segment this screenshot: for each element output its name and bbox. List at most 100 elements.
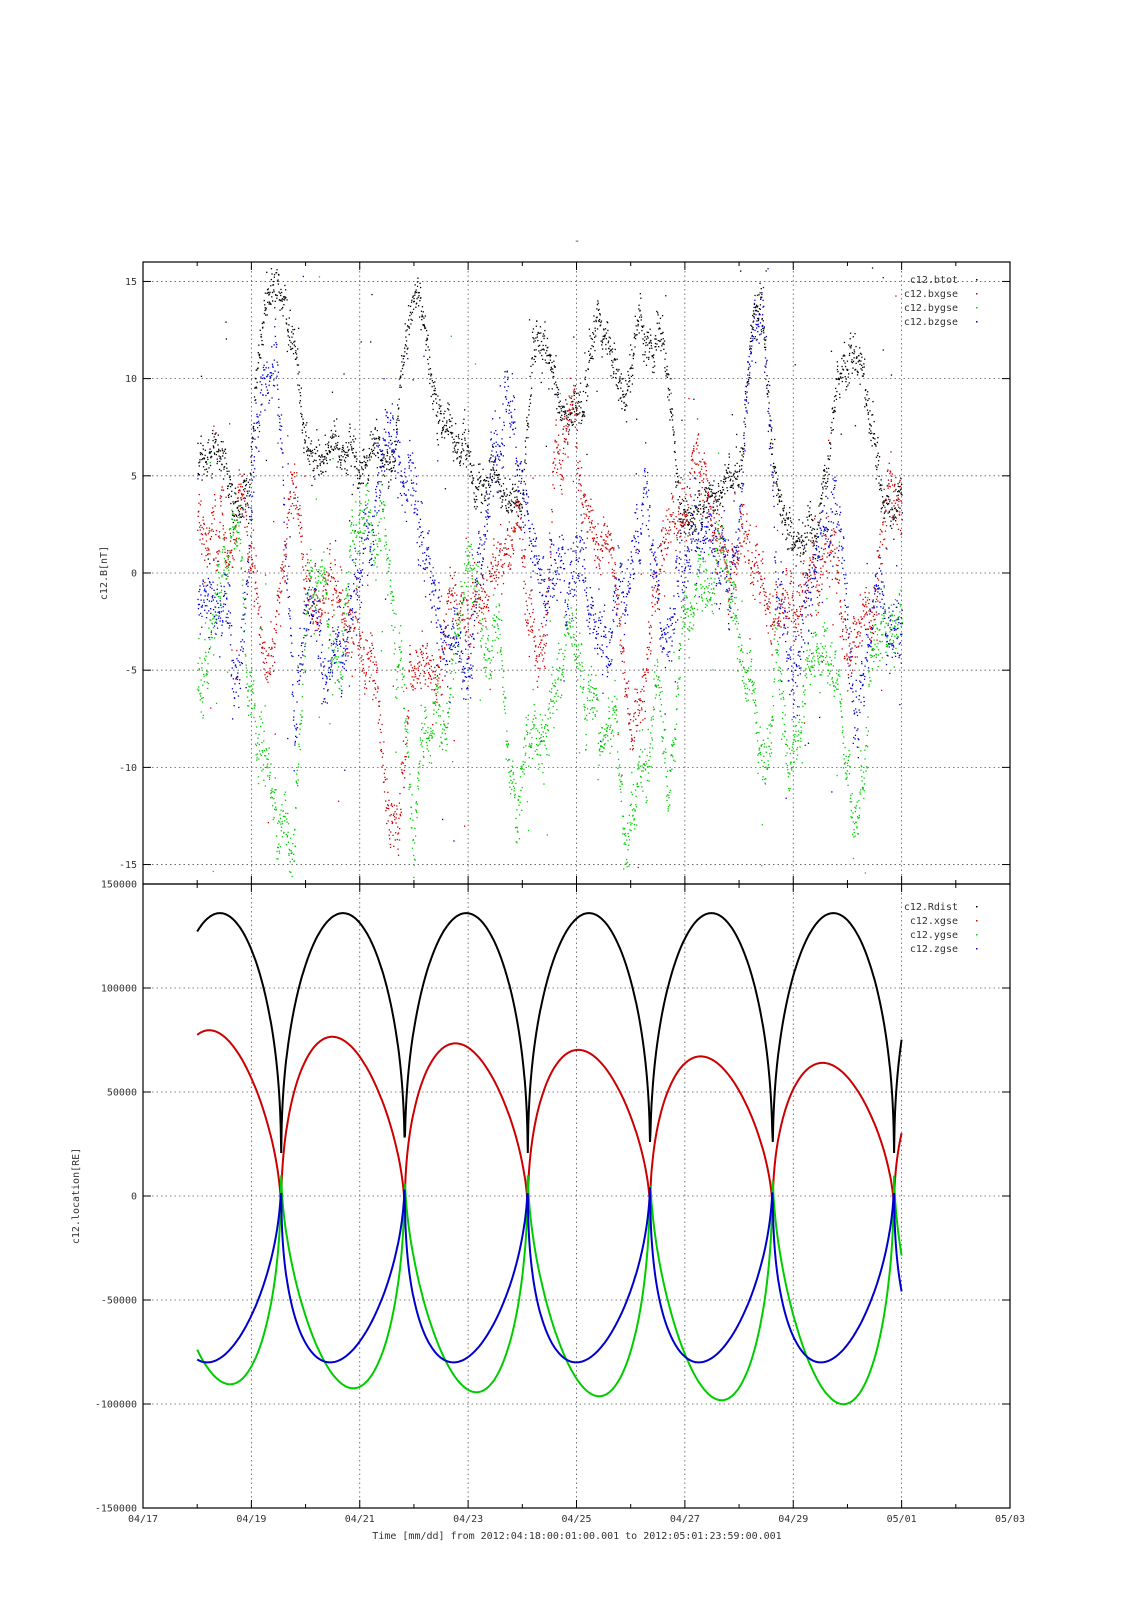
data-point (201, 543, 203, 545)
data-point (755, 309, 757, 311)
data-point (414, 294, 416, 296)
data-point (879, 488, 881, 491)
data-point (365, 687, 368, 690)
data-point (321, 613, 323, 615)
data-point (250, 474, 252, 476)
data-point (600, 548, 602, 550)
data-point (331, 604, 333, 606)
data-point (237, 497, 239, 499)
data-point (648, 626, 650, 629)
data-point (767, 390, 769, 392)
data-point (779, 620, 782, 622)
data-point (766, 625, 768, 627)
data-point (351, 637, 353, 639)
data-point (442, 420, 444, 422)
data-point (494, 557, 497, 559)
data-point (454, 445, 456, 447)
data-point (258, 355, 260, 357)
data-point (877, 464, 879, 466)
data-point (841, 635, 843, 637)
data-point (374, 438, 376, 440)
data-point (510, 504, 512, 506)
data-point (330, 562, 332, 564)
data-point (597, 543, 599, 545)
data-point (821, 498, 823, 500)
data-point (734, 553, 736, 555)
data-point (455, 599, 457, 601)
data-point (783, 627, 785, 629)
data-point (525, 453, 527, 455)
data-point (682, 522, 684, 524)
data-point (783, 517, 785, 520)
data-point (462, 422, 464, 424)
data-point (799, 540, 801, 543)
data-point (713, 510, 715, 513)
data-point (661, 564, 663, 567)
data-point (812, 556, 815, 559)
data-point (594, 330, 596, 332)
data-point (333, 446, 336, 448)
data-point (404, 777, 406, 779)
data-point (806, 516, 808, 518)
data-point (835, 578, 837, 580)
data-point (256, 570, 258, 572)
data-point (774, 467, 777, 469)
data-point (470, 471, 472, 473)
data-point (788, 602, 790, 604)
data-point (344, 453, 346, 456)
data-point (307, 454, 309, 456)
data-point (251, 454, 253, 456)
data-point (205, 461, 207, 463)
data-point (479, 598, 481, 601)
data-point (673, 532, 675, 535)
data-point (859, 352, 862, 354)
data-point (496, 565, 498, 567)
data-point (437, 422, 440, 424)
data-point (523, 468, 526, 471)
data-point (616, 368, 618, 370)
data-point (306, 553, 308, 555)
data-point (541, 639, 543, 641)
data-point (323, 462, 325, 464)
data-point (602, 557, 604, 559)
data-point (372, 698, 374, 701)
data-point (690, 520, 692, 523)
data-point (572, 400, 574, 403)
data-point (542, 647, 544, 649)
data-point (487, 566, 489, 568)
data-point (807, 742, 810, 744)
data-point (606, 548, 608, 550)
data-point (481, 600, 483, 602)
data-point (482, 468, 484, 470)
data-point (574, 418, 576, 420)
data-point (275, 629, 277, 632)
data-point (398, 419, 400, 422)
data-point (500, 490, 502, 493)
data-point (593, 315, 595, 317)
data-point (739, 469, 741, 471)
data-point (695, 463, 697, 466)
data-point (731, 475, 733, 477)
data-point (769, 443, 772, 445)
data-point (217, 451, 219, 453)
data-point (222, 525, 224, 527)
data-point (533, 349, 536, 351)
data-point (339, 466, 341, 469)
data-point (657, 599, 660, 601)
data-point (495, 574, 497, 576)
data-point (369, 676, 371, 679)
data-point (815, 586, 817, 588)
data-point (787, 617, 789, 620)
data-point (609, 351, 611, 353)
data-point (582, 521, 584, 523)
data-point (569, 419, 571, 421)
data-point (621, 660, 623, 662)
data-point (633, 333, 636, 335)
data-point (373, 453, 375, 455)
data-point (814, 577, 817, 580)
data-point (386, 455, 388, 457)
data-point (702, 481, 704, 483)
data-point (634, 700, 636, 703)
data-point (461, 442, 463, 445)
data-point (330, 446, 332, 448)
